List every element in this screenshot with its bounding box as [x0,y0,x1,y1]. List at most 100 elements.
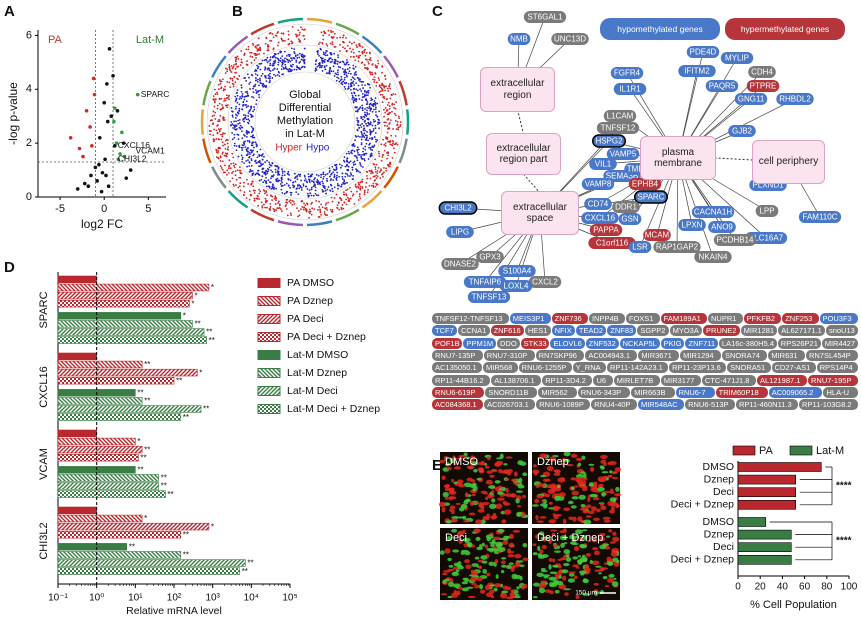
cell [539,453,548,458]
gene-node [507,33,531,45]
hypo-dot [374,127,377,130]
cell [595,565,602,568]
hypo-dot [241,158,244,161]
bar [57,543,128,551]
hyper-dot [384,144,387,147]
hyper-dot [224,147,227,150]
hyper-dot [231,67,234,70]
hyper-dot [372,186,375,188]
x-tick-label: 60 [799,582,811,593]
cell [548,538,552,544]
hypo-dot [277,63,280,66]
hypo-dot [235,113,237,116]
bar [57,299,190,308]
cell [592,547,599,551]
hypo-dot [290,59,293,62]
cell [539,503,548,507]
significance: ** [144,397,150,406]
hypo-dot [344,175,347,178]
hyper-dot [218,118,221,121]
hyper-dot [394,107,397,110]
cell [609,490,615,494]
hypo-dot [238,122,241,124]
cell [581,455,586,460]
hypo-dot [333,61,336,63]
point [111,73,115,78]
hypo-dot [246,165,248,168]
hyper-dot [258,53,260,56]
hyper-dot [215,150,218,152]
hypo-dot [256,156,259,159]
hyper-dot [213,105,216,108]
hypo-dot [368,143,370,146]
cell [548,519,557,524]
hypo-dot [339,66,342,69]
cell [503,463,508,466]
hyper-dot [217,138,220,140]
hypo-dot [346,61,349,64]
hyper-dot [317,208,319,211]
hypo-dot [349,172,352,175]
cell [500,569,505,574]
hypo-dot [243,98,246,101]
gene-node [581,178,615,190]
hyper-dot [296,34,298,37]
hypo-dot [346,164,349,167]
cell [539,549,544,554]
hypo-dot [231,132,233,134]
hypo-dot [365,124,368,127]
hypo-dot [311,173,313,176]
hyper-dot [330,210,333,213]
point [81,154,85,159]
hyper-dot [300,208,302,211]
hypo-dot [343,63,346,65]
cell [513,595,521,599]
cell [492,536,501,541]
chromosome-arc [307,17,333,24]
hypo-dot [324,189,327,192]
point [116,157,121,162]
cell [462,515,467,520]
hypo-dot [259,77,261,80]
hypo-dot [231,123,234,126]
hypo-dot [270,169,272,172]
hypo-dot [239,124,242,127]
hypo-dot [357,170,360,173]
hypo-dot [261,59,264,62]
hyper-dot [349,197,352,200]
cell [463,500,469,505]
cell [607,500,615,507]
hyper-dot [218,79,221,81]
hypo-dot [246,133,248,135]
hyper-dot [390,93,393,96]
hyper-dot [219,80,222,83]
hypo-dot [238,144,241,147]
hypo-dot [252,141,255,144]
hyper-dot [231,79,234,82]
hypo-dot [238,107,241,110]
gene-chip: MIR631 [768,349,805,361]
cell [473,468,478,473]
cell [602,575,608,580]
cell [451,592,459,598]
hypo-dot [369,148,372,151]
legend-swatch [789,445,813,456]
cell [536,520,544,523]
hypo-dot [355,82,358,85]
hypo-dot [265,169,267,172]
cell [552,506,561,510]
hypo-dot [321,190,324,193]
hypo-dot [285,54,288,57]
hypo-dot [295,68,298,71]
cell [561,463,566,466]
hyper-dot [226,142,229,145]
cell [443,578,451,582]
gene-chip: snoU13 [825,325,858,337]
cell [471,563,479,567]
ring [227,44,383,200]
gene-chip: RP11-142A23.1 [606,362,669,374]
hypo-dot [360,132,363,134]
cell [465,564,472,570]
gene-label: MCAM [645,231,670,240]
